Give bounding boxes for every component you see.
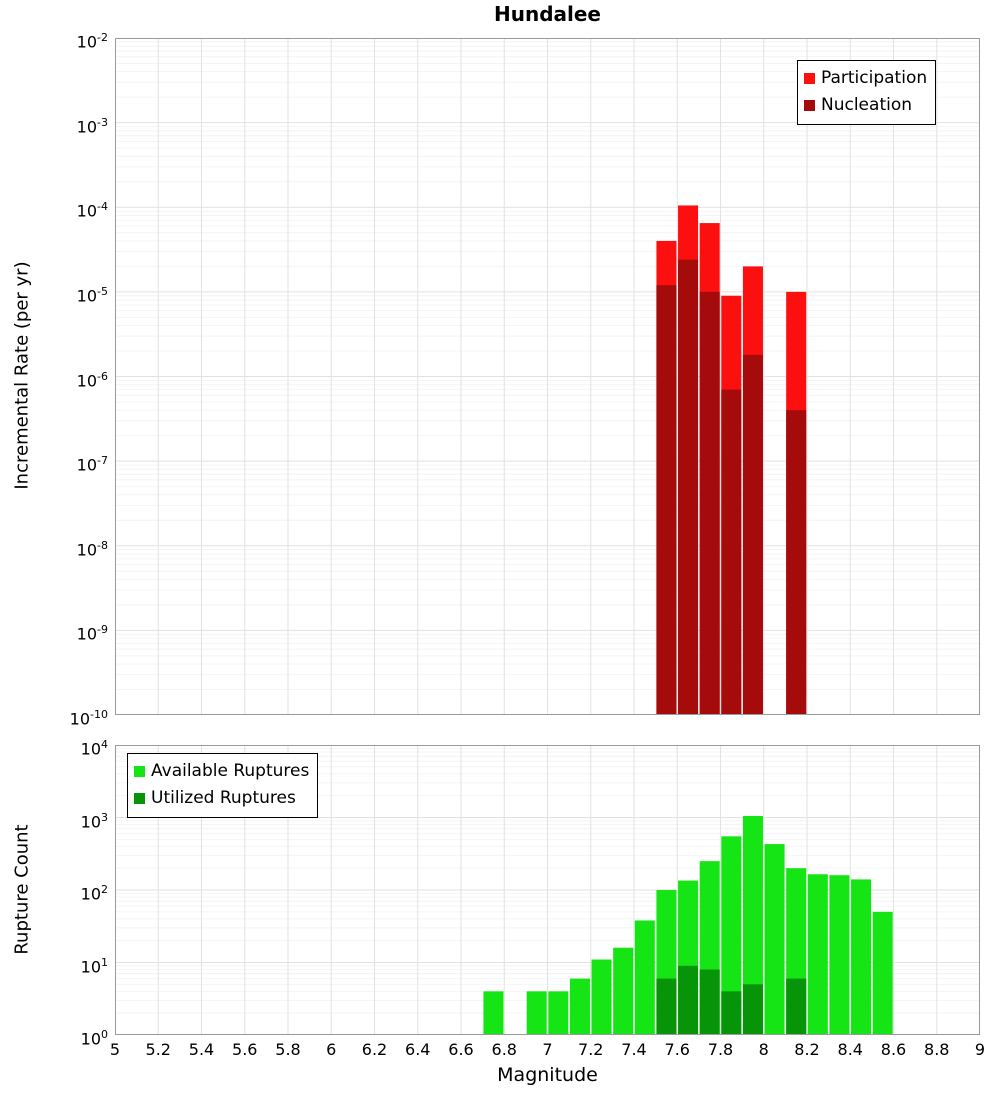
x-tick-label: 5	[109, 1040, 121, 1059]
nucleation-swatch-icon	[804, 100, 815, 111]
x-tick-label: 7.4	[621, 1040, 647, 1059]
y-tick-label: 10-10	[69, 708, 108, 729]
legend-item-utilized-ruptures: Utilized Ruptures	[134, 785, 309, 812]
y-tick-label: 10-9	[76, 623, 108, 644]
legend-label-utilized-ruptures: Utilized Ruptures	[151, 788, 296, 808]
available-ruptures-swatch-icon	[134, 766, 145, 777]
legend-label-available-ruptures: Available Ruptures	[151, 761, 310, 781]
x-tick-label: 6.6	[448, 1040, 474, 1059]
x-tick-label: 5.2	[145, 1040, 171, 1059]
x-tick-label: 7	[542, 1040, 553, 1059]
legend-item-nucleation: Nucleation	[804, 92, 927, 119]
y-tick-label: 10-3	[76, 115, 108, 136]
x-tick-label: 9	[974, 1040, 986, 1059]
legend-label-participation: Participation	[821, 68, 928, 88]
x-tick-label: 8.8	[924, 1040, 950, 1059]
x-tick-label: 8	[758, 1040, 769, 1059]
x-tick-label: 8.6	[880, 1040, 907, 1059]
rupture-count-plot	[115, 745, 980, 1035]
y-tick-label: 10-4	[76, 200, 108, 221]
legend-item-available-ruptures: Available Ruptures	[134, 758, 309, 785]
x-axis-label: Magnitude	[497, 1064, 598, 1086]
x-tick-label: 5.4	[188, 1040, 215, 1059]
legend-item-participation: Participation	[804, 65, 927, 92]
y-tick-label: 101	[80, 955, 108, 976]
x-tick-label: 7.8	[707, 1040, 734, 1059]
y-tick-label: 104	[80, 738, 108, 759]
y-tick-label: 102	[80, 883, 108, 904]
x-tick-label: 8.4	[837, 1040, 863, 1059]
x-tick-label: 6.4	[405, 1040, 431, 1059]
y-tick-label: 10-8	[76, 538, 108, 560]
y-tick-label: 10-5	[76, 284, 108, 306]
x-tick-label: 6	[326, 1040, 337, 1059]
x-tick-label: 7.6	[664, 1040, 690, 1059]
utilized-ruptures-swatch-icon	[134, 793, 145, 804]
x-tick-label: 8.2	[794, 1040, 820, 1059]
incremental-rate-plot	[115, 38, 980, 715]
y-tick-label: 10-7	[76, 454, 108, 475]
x-tick-label: 6.8	[491, 1040, 517, 1059]
x-tick-label: 7.2	[578, 1040, 604, 1059]
x-tick-label: 5.6	[232, 1040, 258, 1059]
y-tick-label: 103	[80, 810, 108, 831]
y-tick-label: 100	[80, 1028, 108, 1049]
rate-legend: Participation Nucleation	[797, 60, 937, 125]
y-tick-label: 10-6	[76, 369, 108, 390]
count-legend: Available Ruptures Utilized Ruptures	[127, 753, 319, 818]
x-tick-label: 6.2	[361, 1040, 388, 1059]
participation-swatch-icon	[804, 73, 815, 84]
legend-label-nucleation: Nucleation	[821, 95, 913, 115]
chart-title: Hundalee	[493, 2, 601, 26]
x-tick-label: 5.8	[275, 1040, 301, 1059]
y-tick-label: 10-2	[76, 31, 108, 52]
